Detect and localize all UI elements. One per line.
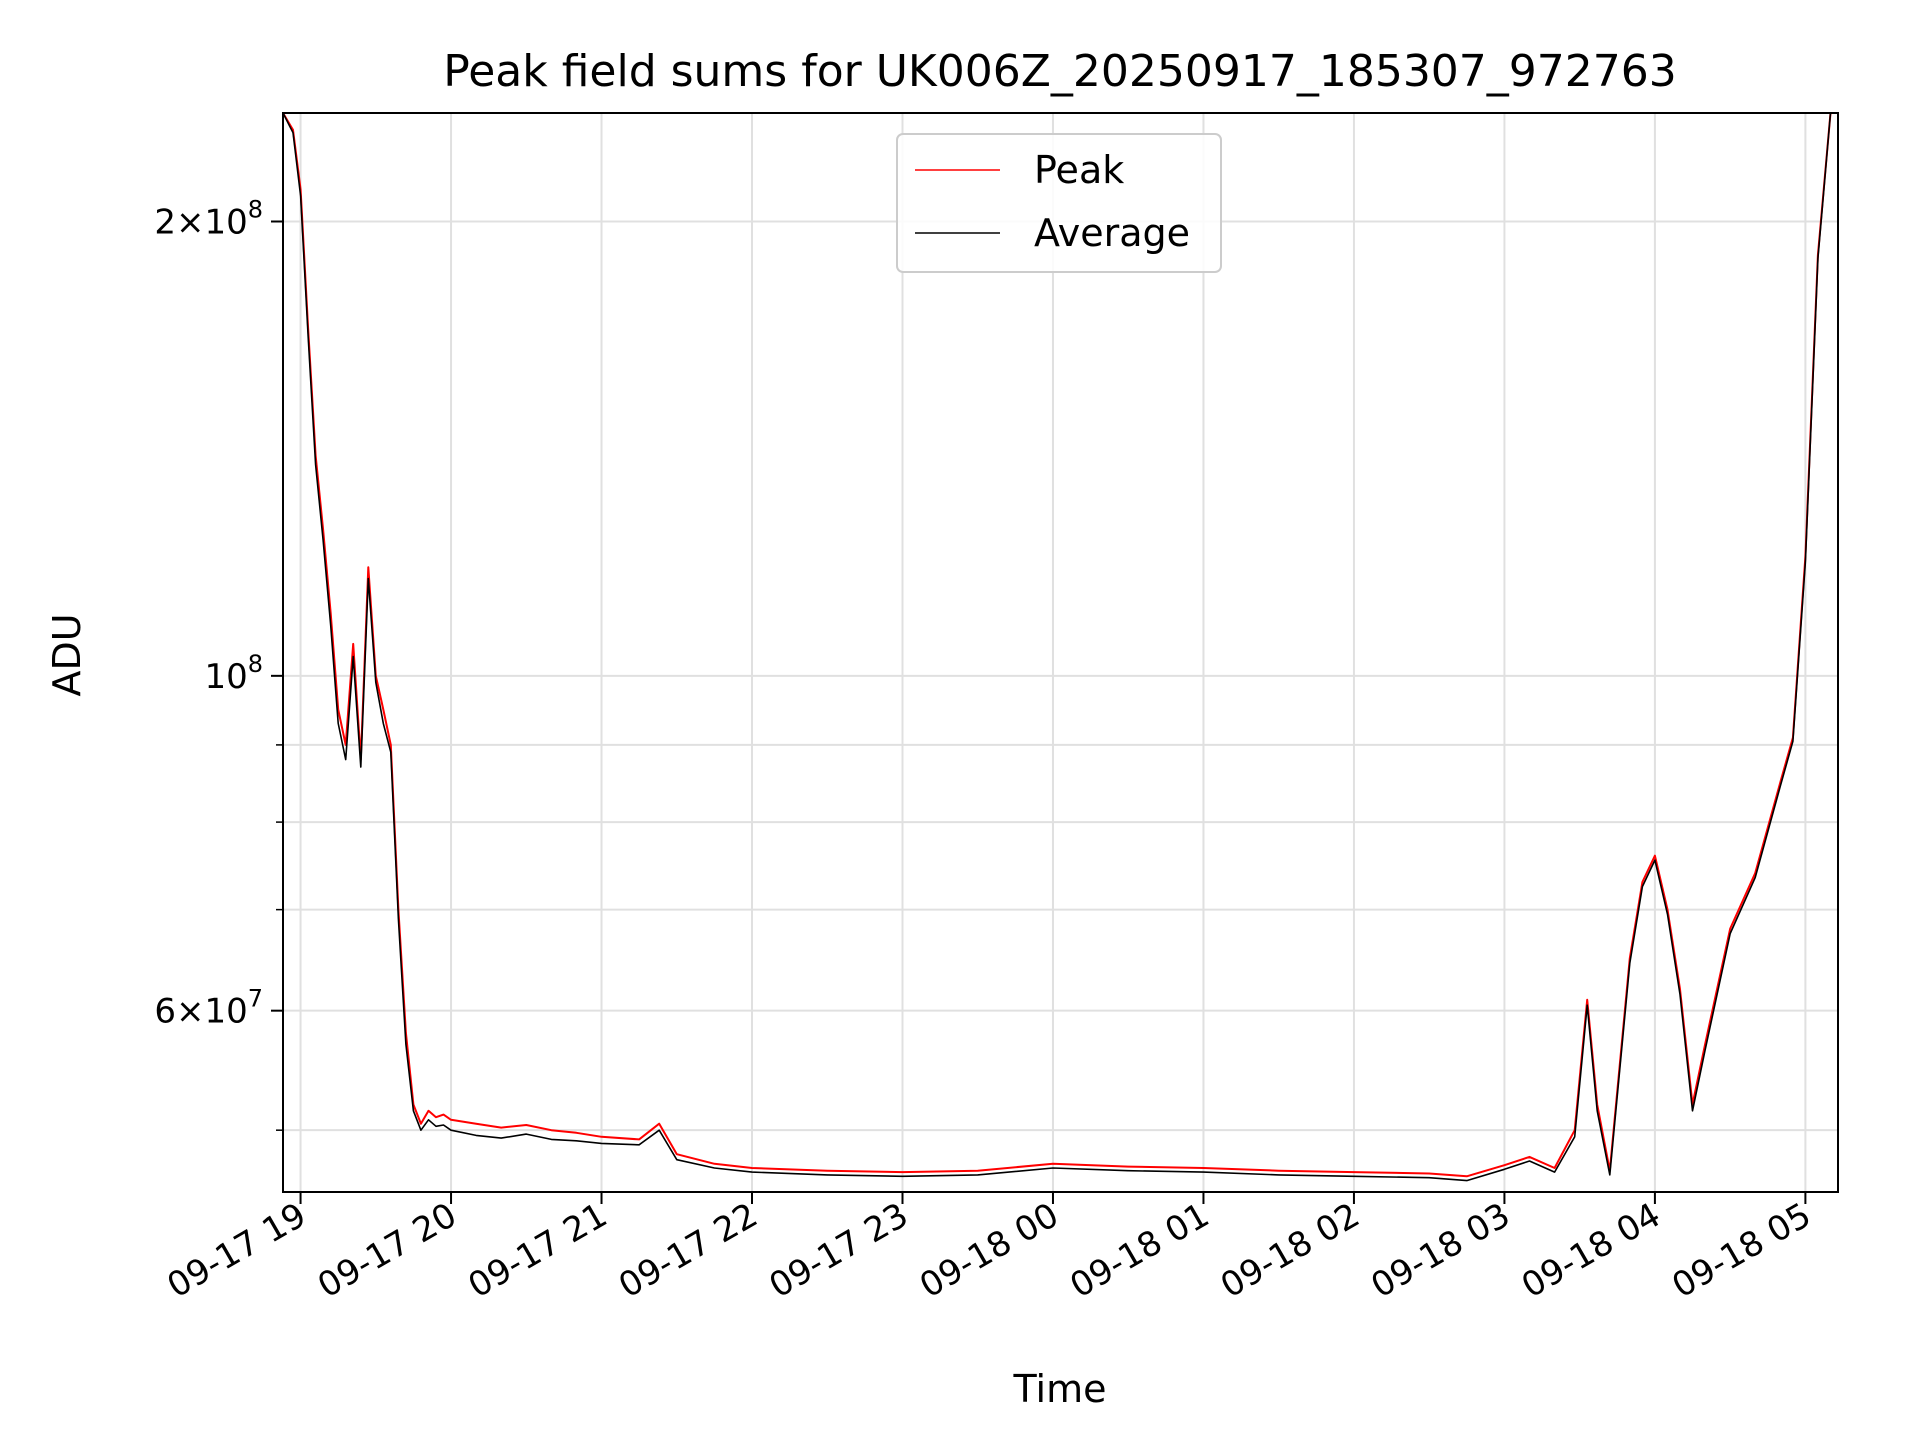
legend-label-peak: Peak (1034, 148, 1124, 192)
y-tick-label: 6×107 (154, 985, 263, 1032)
chart-title: Peak field sums for UK006Z_20250917_1853… (443, 46, 1677, 97)
x-axis-label: Time (1013, 1367, 1107, 1411)
y-tick-label: 108 (204, 650, 263, 697)
legend-box (896, 133, 1222, 273)
legend-label-average: Average (1034, 211, 1190, 255)
y-axis-label: ADU (45, 613, 89, 696)
plot-area (283, 113, 1832, 1182)
series-line-average (283, 113, 1832, 1182)
grid-layer (283, 113, 1838, 1192)
legend: Peak Average (896, 133, 1222, 273)
y-tick-label: 2×108 (154, 195, 263, 242)
axes-frame (282, 112, 1839, 1193)
